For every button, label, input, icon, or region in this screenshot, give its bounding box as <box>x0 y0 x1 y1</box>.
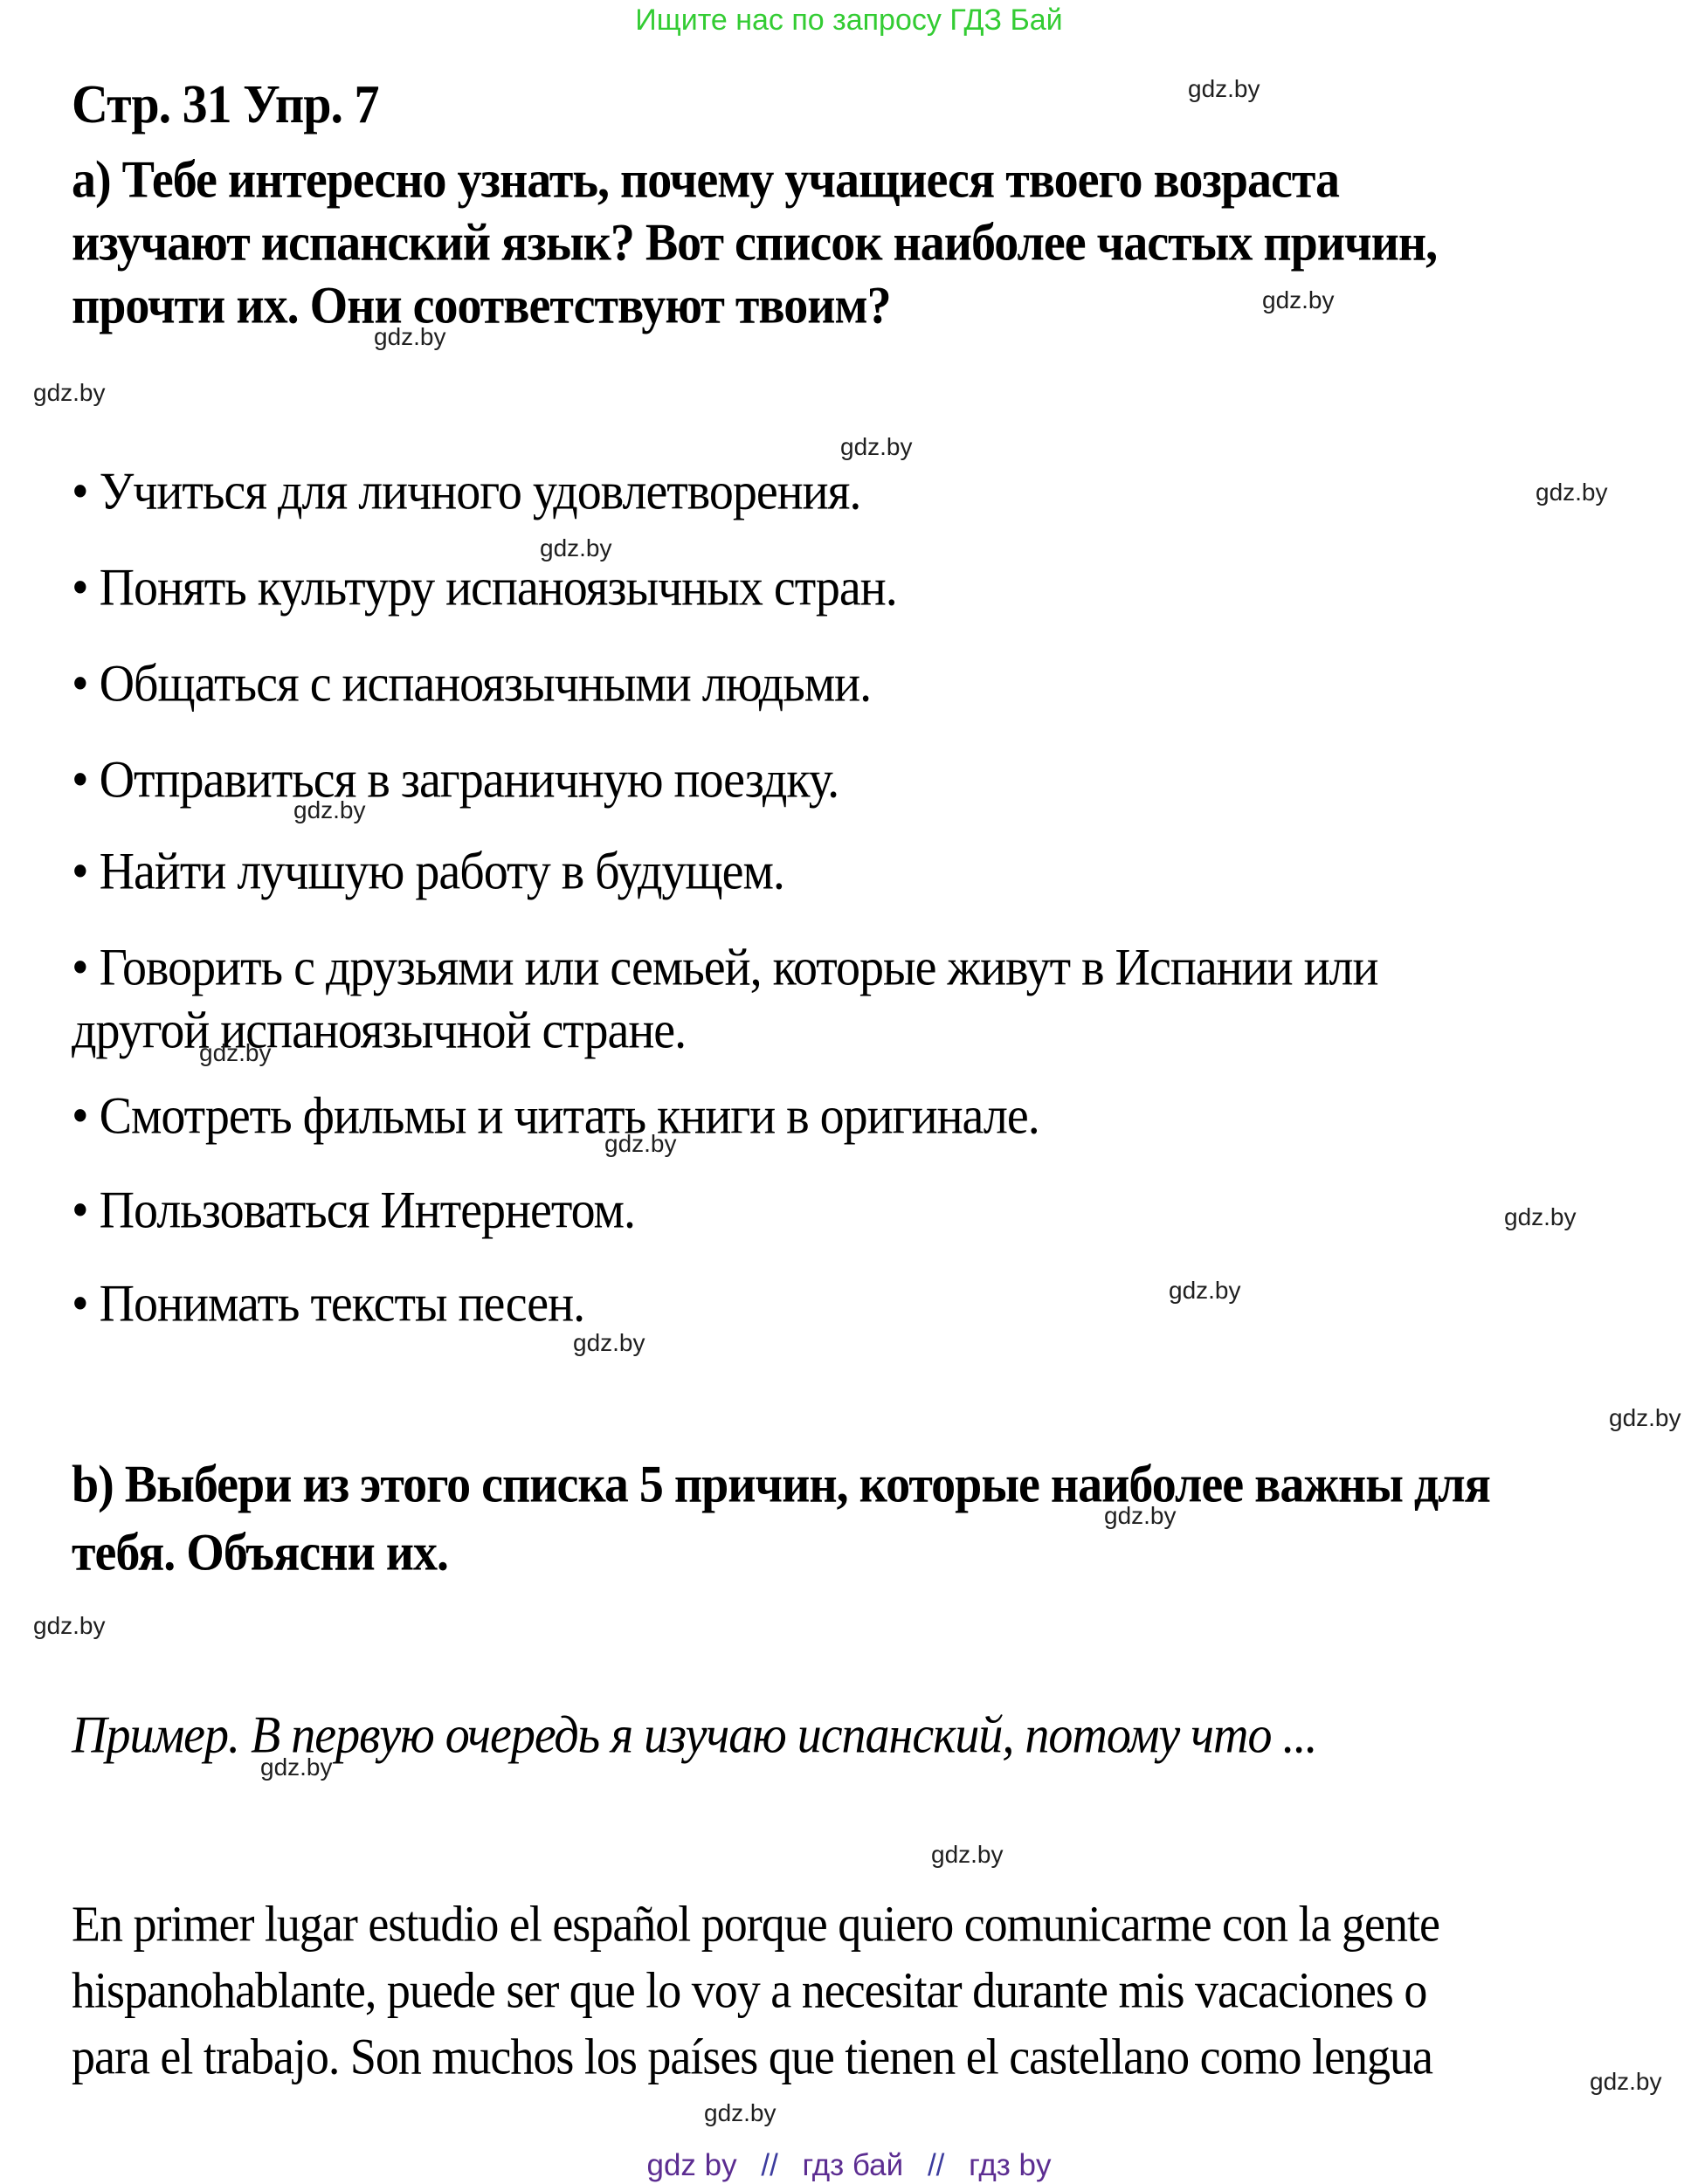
task-b-line: b) Выбери из этого списка 5 причин, кото… <box>72 1455 1491 1514</box>
reason-item: • Найти лучшую работу в будущем. <box>72 842 785 901</box>
answer-line: En primer lugar estudio el español porqu… <box>72 1895 1440 1953</box>
reason-item: • Отправиться в заграничную поездку. <box>72 750 839 810</box>
reason-item: • Понимать тексты песен. <box>72 1274 585 1333</box>
gdz-watermark: gdz.by <box>374 323 446 350</box>
gdz-watermark: gdz.by <box>604 1130 677 1157</box>
gdz-watermark: gdz.by <box>1188 75 1260 102</box>
gdz-watermark: gdz.by <box>293 796 366 823</box>
reason-item: • Пользоваться Интернетом. <box>72 1181 636 1240</box>
footer-slash: // <box>927 2148 945 2182</box>
gdz-watermark: gdz.by <box>573 1329 645 1356</box>
gdz-watermark: gdz.by <box>704 2099 777 2126</box>
example-line: Пример. В первую очередь я изучаю испанс… <box>72 1705 1317 1765</box>
gdz-watermark: gdz.by <box>199 1039 272 1066</box>
gdz-watermark: gdz.by <box>1169 1277 1241 1304</box>
gdz-watermark: gdz.by <box>1504 1203 1577 1230</box>
task-a-line: прочти их. Они соответствуют твоим? <box>72 276 892 335</box>
gdz-watermark: gdz.by <box>540 534 612 562</box>
task-a-line: изучают испанский язык? Вот список наибо… <box>72 213 1438 272</box>
page-title: Стр. 31 Упр. 7 <box>72 72 380 134</box>
footer-branding: gdz by // гдз бай // гдз by <box>0 2150 1698 2181</box>
footer-segment: гдз бай <box>802 2148 904 2182</box>
reason-item: • Понять культуру испаноязычных стран. <box>72 558 898 617</box>
gdz-watermark: gdz.by <box>1590 2068 1662 2095</box>
footer-segment: гдз by <box>969 2148 1052 2182</box>
answer-line: para el trabajo. Son muchos los países q… <box>72 2028 1433 2085</box>
gdz-watermark: gdz.by <box>840 433 913 460</box>
promo-banner: Ищите нас по запросу ГДЗ Бай <box>635 3 1063 37</box>
gdz-watermark: gdz.by <box>931 1841 1004 1868</box>
footer-segment: gdz by <box>646 2148 737 2182</box>
gdz-watermark: gdz.by <box>33 379 106 406</box>
gdz-watermark: gdz.by <box>1536 479 1608 506</box>
gdz-watermark: gdz.by <box>33 1612 106 1639</box>
reason-item: • Общаться с испаноязычными людьми. <box>72 654 872 713</box>
task-a-line: а) Тебе интересно узнать, почему учащиес… <box>72 150 1340 210</box>
footer-slash: // <box>761 2148 778 2182</box>
answer-line: hispanohablante, puede ser que lo voy a … <box>72 1961 1427 2019</box>
gdz-watermark: gdz.by <box>260 1753 333 1781</box>
gdz-watermark: gdz.by <box>1104 1502 1177 1529</box>
task-b-line: тебя. Объясни их. <box>72 1523 449 1582</box>
gdz-watermark: gdz.by <box>1609 1404 1681 1431</box>
reason-item: • Смотреть фильмы и читать книги в ориги… <box>72 1086 1040 1146</box>
reason-item: • Учиться для личного удовлетворения. <box>72 462 861 521</box>
reason-item-continuation: другой испаноязычной стране. <box>72 1001 687 1060</box>
reason-item: • Говорить с друзьями или семьей, которы… <box>72 938 1378 997</box>
gdz-watermark: gdz.by <box>1262 286 1335 313</box>
